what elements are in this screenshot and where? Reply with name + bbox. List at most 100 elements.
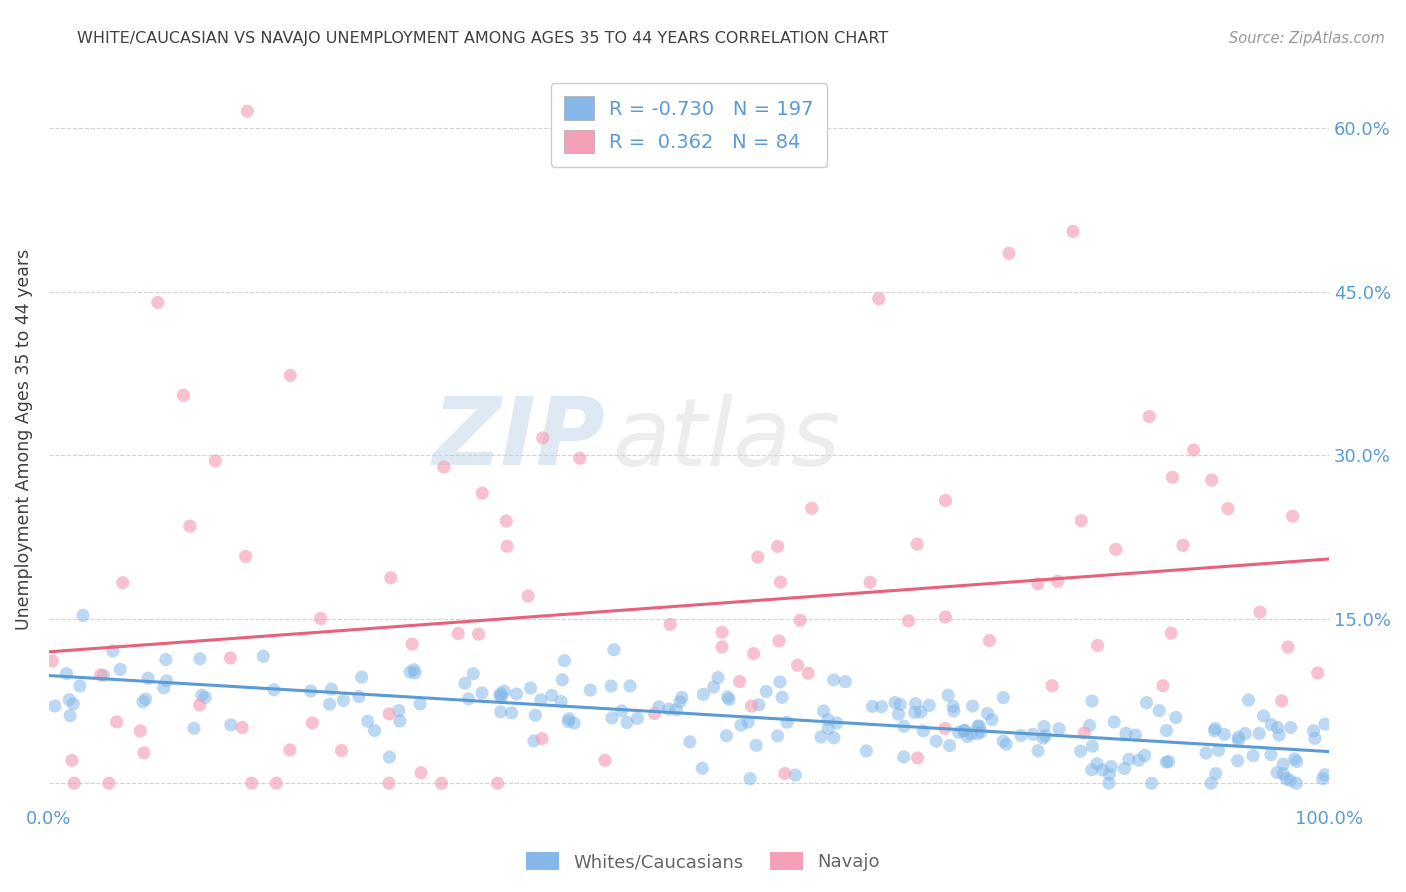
Point [1040,679,1063,693]
Point [264,776,287,790]
Point [401,637,423,651]
Point [800,501,823,516]
Point [904,697,927,711]
Point [496,539,519,553]
Point [550,695,572,709]
Point [742,647,765,661]
Point [1272,757,1295,772]
Point [1033,720,1056,734]
Point [1302,723,1324,738]
Point [378,706,401,721]
Point [1152,679,1174,693]
Point [236,104,259,119]
Point [671,690,693,705]
Point [813,704,835,718]
Point [600,711,623,725]
Legend: R = -0.730   N = 197, R =  0.362   N = 84: R = -0.730 N = 197, R = 0.362 N = 84 [551,83,827,167]
Point [1081,694,1104,708]
Point [58,692,80,706]
Point [665,703,688,717]
Point [810,730,832,744]
Point [981,713,1004,727]
Point [960,727,983,741]
Point [679,735,702,749]
Point [519,681,541,695]
Point [172,388,194,402]
Point [136,671,159,685]
Point [1156,723,1178,738]
Point [72,608,94,623]
Point [893,719,915,733]
Point [1157,755,1180,769]
Point [979,633,1001,648]
Point [1234,726,1257,740]
Point [1098,776,1121,790]
Point [1115,726,1137,740]
Point [1227,731,1250,745]
Point [69,679,91,693]
Point [603,642,626,657]
Point [146,295,169,310]
Point [1133,748,1156,763]
Point [610,704,633,718]
Point [132,695,155,709]
Point [969,719,991,733]
Point [593,753,616,767]
Point [409,697,432,711]
Point [942,699,965,714]
Point [1267,721,1289,735]
Point [378,776,401,790]
Point [524,708,547,723]
Point [494,684,516,698]
Point [1073,726,1095,740]
Point [1216,501,1239,516]
Point [905,537,928,551]
Point [1114,762,1136,776]
Point [1195,746,1218,760]
Point [433,460,456,475]
Point [740,699,762,714]
Point [766,540,789,554]
Point [486,776,509,790]
Point [970,725,993,739]
Point [152,681,174,695]
Point [658,702,681,716]
Point [786,658,808,673]
Point [966,719,988,733]
Point [93,668,115,682]
Point [1279,773,1302,788]
Point [952,723,974,738]
Point [1201,473,1223,487]
Point [1085,756,1108,771]
Point [101,644,124,658]
Point [105,714,128,729]
Point [1171,538,1194,552]
Point [1081,739,1104,754]
Point [1091,763,1114,777]
Point [299,684,322,698]
Point [531,731,554,746]
Point [953,723,976,738]
Point [350,670,373,684]
Point [309,611,332,625]
Point [703,680,725,694]
Point [1227,733,1250,747]
Point [240,776,263,790]
Point [745,739,768,753]
Point [1125,728,1147,742]
Point [904,706,927,720]
Point [918,698,941,713]
Point [59,708,82,723]
Point [1147,704,1170,718]
Point [1022,727,1045,741]
Point [330,743,353,757]
Point [1046,574,1069,589]
Point [1268,728,1291,742]
Point [447,626,470,640]
Point [648,699,671,714]
Point [321,682,343,697]
Point [755,684,778,698]
Point [766,729,789,743]
Point [993,690,1015,705]
Point [1249,726,1271,740]
